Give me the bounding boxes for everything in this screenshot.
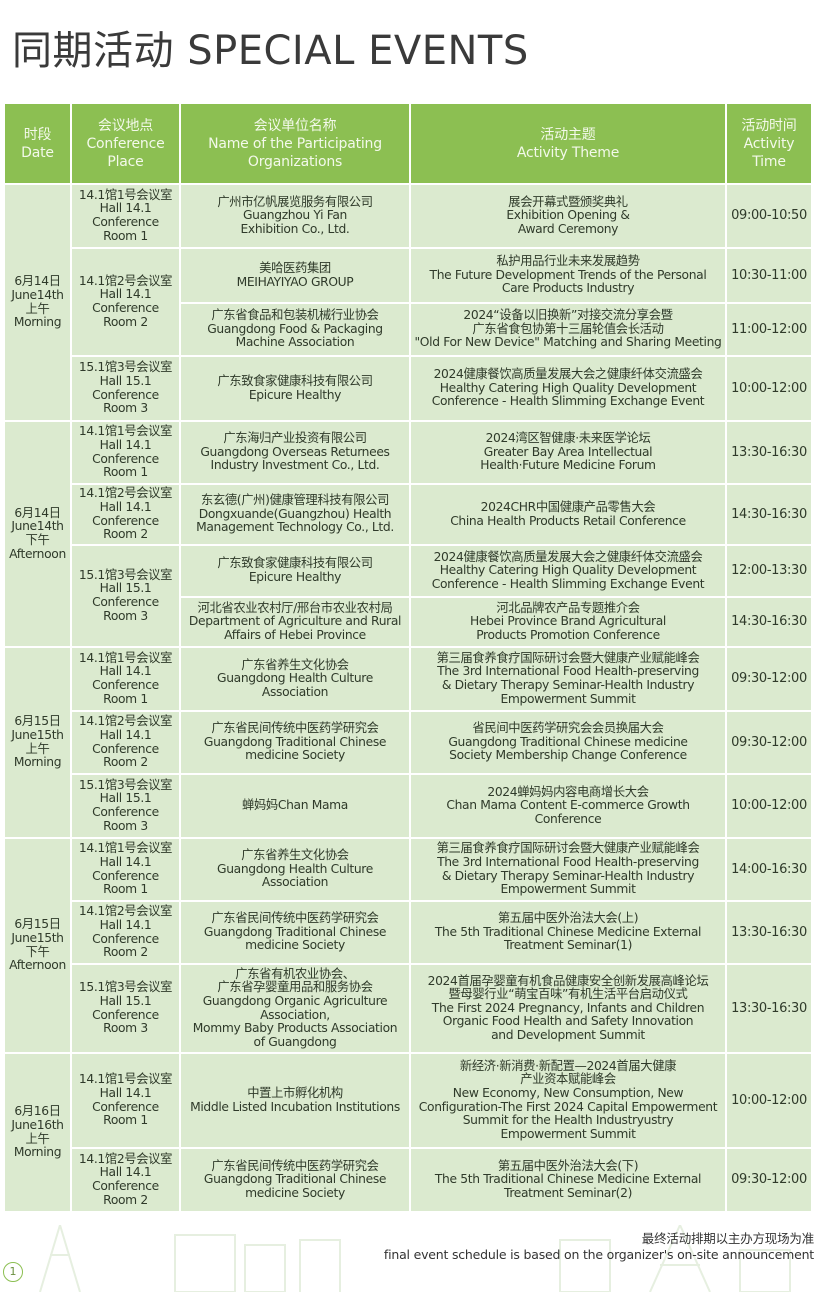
time-cell: 10:30-11:00 <box>727 249 811 302</box>
date-cell: 6月15日 June15th 下午 Afternoon <box>5 839 70 1052</box>
time-cell: 11:00-12:00 <box>727 304 811 355</box>
theme-cell: 2024健康餐饮高质量发展大会之健康纤体交流盛会 Healthy Caterin… <box>411 357 725 420</box>
table-row: 6月15日 June15th 下午 Afternoon 14.1馆1号会议室 Ha… <box>5 839 811 1052</box>
time-cell: 09:30-12:00 <box>727 648 811 710</box>
organization-cell: 东玄德(广州)健康管理科技有限公司 Dongxuande(Guangzhou) … <box>181 485 409 544</box>
page-title: 同期活动 SPECIAL EVENTS <box>12 28 529 74</box>
table-row: 15.1馆3号会议室 Hall 15.1 Conference Room 3 广东… <box>5 965 811 1052</box>
theme-cell: 第五届中医外治法大会(下) The 5th Traditional Chines… <box>411 1149 725 1211</box>
table-row: 15.1馆3号会议室 Hall 15.1 Conference Room 3 广东… <box>5 357 811 420</box>
theme-cell: 河北品牌农产品专题推介会 Hebei Province Brand Agricu… <box>411 598 725 646</box>
table-row: 广东省食品和包装机械行业协会 Guangdong Food & Packagin… <box>5 304 811 355</box>
organization-cell: 蝉妈妈Chan Mama <box>181 775 409 837</box>
organization-cell: 广东致食家健康科技有限公司 Epicure Healthy <box>181 357 409 420</box>
place-cell: 14.1馆1号会议室 Hall 14.1 Conference Room 1 <box>72 1054 179 1147</box>
place-cell: 15.1馆3号会议室 Hall 15.1 Conference Room 3 <box>72 775 179 837</box>
organization-cell: 广东海归产业投资有限公司 Guangdong Overseas Returnee… <box>181 422 409 483</box>
time-cell: 13:30-16:30 <box>727 965 811 1052</box>
header-date: 时段 Date <box>5 104 70 183</box>
place-cell: 14.1馆1号会议室 Hall 14.1 Conference Room 1 <box>72 839 179 900</box>
page-number: 1 <box>3 1262 23 1282</box>
events-table: 时段 Date 会议地点 Conference Place 会议单位名称 Nam… <box>3 102 813 1213</box>
theme-cell: 2024CHR中国健康产品零售大会 China Health Products … <box>411 485 725 544</box>
time-cell: 14:30-16:30 <box>727 598 811 646</box>
table-row: 14.1馆2号会议室 Hall 14.1 Conference Room 2 广东… <box>5 902 811 963</box>
table-row: 14.1馆2号会议室 Hall 14.1 Conference Room 2 广东… <box>5 712 811 773</box>
header-organization: 会议单位名称 Name of the Participating Organiz… <box>181 104 409 183</box>
theme-cell: 2024湾区智健康·未来医学论坛 Greater Bay Area Intell… <box>411 422 725 483</box>
place-cell: 14.1馆1号会议室 Hall 14.1 Conference Room 1 <box>72 648 179 710</box>
theme-cell: 第五届中医外治法大会(上) The 5th Traditional Chines… <box>411 902 725 963</box>
time-cell: 10:00-12:00 <box>727 357 811 420</box>
table-row: 6月16日 June16th 上午 Morning 14.1馆1号会议室 Hall… <box>5 1054 811 1211</box>
place-cell: 14.1馆1号会议室 Hall 14.1 Conference Room 1 <box>72 422 179 483</box>
organization-cell: 广东致食家健康科技有限公司 Epicure Healthy <box>181 546 409 596</box>
table-row: 河北省农业农村厅/邢台市农业农村局 Department of Agricult… <box>5 598 811 646</box>
place-cell: 15.1馆3号会议室 Hall 15.1 Conference Room 3 <box>72 357 179 420</box>
place-cell: 14.1馆2号会议室 Hall 14.1 Conference Room 2 <box>72 902 179 963</box>
table-row: 6月14日 June14th 下午 Afternoon 14.1馆1号会议室 Ha… <box>5 422 811 646</box>
table-row: 6月15日 June15th 上午 Morning 14.1馆1号会议室 Hall… <box>5 648 811 837</box>
time-cell: 09:00-10:50 <box>727 185 811 247</box>
theme-cell: 第三届食养食疗国际研讨会暨大健康产业赋能峰会 The 3rd Internati… <box>411 648 725 710</box>
time-cell: 12:00-13:30 <box>727 546 811 596</box>
time-cell: 10:00-12:00 <box>727 775 811 837</box>
theme-cell: 展会开幕式暨颁奖典礼 Exhibition Opening & Award Ce… <box>411 185 725 247</box>
time-cell: 13:30-16:30 <box>727 902 811 963</box>
table-row: 14.1馆2号会议室 Hall 14.1 Conference Room 2 美哈… <box>5 249 811 355</box>
place-cell: 14.1馆2号会议室 Hall 14.1 Conference Room 2 <box>72 1149 179 1211</box>
place-cell: 15.1馆3号会议室 Hall 15.1 Conference Room 3 <box>72 546 179 646</box>
time-cell: 09:30-12:00 <box>727 1149 811 1211</box>
footer-note-cn: 最终活动排期以主办方现场为准 <box>641 1231 814 1246</box>
organization-cell: 广东省养生文化协会 Guangdong Health Culture Assoc… <box>181 648 409 710</box>
organization-cell: 广东省食品和包装机械行业协会 Guangdong Food & Packagin… <box>181 304 409 355</box>
organization-cell: 广州市亿帆展览服务有限公司 Guangzhou Yi Fan Exhibitio… <box>181 185 409 247</box>
header-theme: 活动主题 Activity Theme <box>411 104 725 183</box>
time-cell: 10:00-12:00 <box>727 1054 811 1147</box>
date-cell: 6月15日 June15th 上午 Morning <box>5 648 70 837</box>
table-row: 6月14日 June14th 上午 Morning 14.1馆1号会议室 Hall… <box>5 185 811 420</box>
date-cell: 6月16日 June16th 上午 Morning <box>5 1054 70 1211</box>
theme-cell: 第三届食养食疗国际研讨会暨大健康产业赋能峰会 The 3rd Internati… <box>411 839 725 900</box>
table-row: 14.1馆2号会议室 Hall 14.1 Conference Room 2 广东… <box>5 1149 811 1211</box>
organization-cell: 广东省民间传统中医药学研究会 Guangdong Traditional Chi… <box>181 902 409 963</box>
time-cell: 13:30-16:30 <box>727 422 811 483</box>
time-cell: 09:30-12:00 <box>727 712 811 773</box>
organization-cell: 广东省民间传统中医药学研究会 Guangdong Traditional Chi… <box>181 1149 409 1211</box>
time-cell: 14:00-16:30 <box>727 839 811 900</box>
table-header-row: 时段 Date 会议地点 Conference Place 会议单位名称 Nam… <box>5 104 811 183</box>
organization-cell: 广东省民间传统中医药学研究会 Guangdong Traditional Chi… <box>181 712 409 773</box>
table-row: 15.1馆3号会议室 Hall 15.1 Conference Room 3 广东… <box>5 546 811 646</box>
background-building-decoration <box>39 1225 791 1292</box>
table-row: 14.1馆2号会议室 Hall 14.1 Conference Room 2 东玄… <box>5 485 811 544</box>
theme-cell: 2024蝉妈妈内容电商增长大会 Chan Mama Content E-comm… <box>411 775 725 837</box>
place-cell: 14.1馆1号会议室 Hall 14.1 Conference Room 1 <box>72 185 179 247</box>
place-cell: 14.1馆2号会议室 Hall 14.1 Conference Room 2 <box>72 712 179 773</box>
organization-cell: 中置上市孵化机构 Middle Listed Incubation Instit… <box>181 1054 409 1147</box>
theme-cell: 新经济·新消费·新配置—2024首届大健康 产业资本赋能峰会 New Econo… <box>411 1054 725 1147</box>
table-body: 6月14日 June14th 上午 Morning 14.1馆1号会议室 Hall… <box>5 185 811 1211</box>
organization-cell: 广东省养生文化协会 Guangdong Health Culture Assoc… <box>181 839 409 900</box>
time-cell: 14:30-16:30 <box>727 485 811 544</box>
theme-cell: 2024“设备以旧换新”对接交流分享会暨 广东省食包协第十三届轮值会长活动 "O… <box>411 304 725 355</box>
organization-cell: 广东省有机农业协会、 广东省孕婴童用品和服务协会 Guangdong Organ… <box>181 965 409 1052</box>
place-cell: 15.1馆3号会议室 Hall 15.1 Conference Room 3 <box>72 965 179 1052</box>
organization-cell: 美哈医药集团 MEIHAYIYAO GROUP <box>181 249 409 302</box>
theme-cell: 2024健康餐饮高质量发展大会之健康纤体交流盛会 Healthy Caterin… <box>411 546 725 596</box>
header-place: 会议地点 Conference Place <box>72 104 179 183</box>
place-cell: 14.1馆2号会议室 Hall 14.1 Conference Room 2 <box>72 249 179 355</box>
header-time: 活动时间 Activity Time <box>727 104 811 183</box>
theme-cell: 2024首届孕婴童有机食品健康安全创新发展高峰论坛 暨母婴行业“萌宝百味”有机生… <box>411 965 725 1052</box>
place-cell: 14.1馆2号会议室 Hall 14.1 Conference Room 2 <box>72 485 179 544</box>
organization-cell: 河北省农业农村厅/邢台市农业农村局 Department of Agricult… <box>181 598 409 646</box>
theme-cell: 省民间中医药学研究会会员换届大会 Guangdong Traditional C… <box>411 712 725 773</box>
theme-cell: 私护用品行业未来发展趋势 The Future Development Tren… <box>411 249 725 302</box>
table-row: 15.1馆3号会议室 Hall 15.1 Conference Room 3 蝉妈… <box>5 775 811 837</box>
date-cell: 6月14日 June14th 下午 Afternoon <box>5 422 70 646</box>
date-cell: 6月14日 June14th 上午 Morning <box>5 185 70 420</box>
footer-note-en: final event schedule is based on the org… <box>383 1247 814 1262</box>
